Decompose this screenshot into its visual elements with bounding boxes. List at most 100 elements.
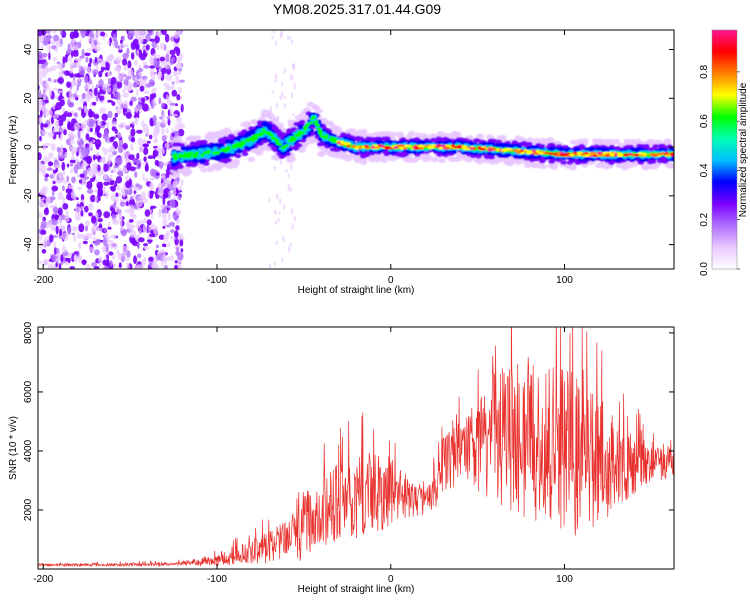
noise-blob [109,53,114,62]
noise-blob [49,174,54,179]
noise-blob [133,255,137,264]
noise-blob [115,106,123,114]
noise-blob [288,36,292,40]
noise-blob [59,133,64,141]
noise-blob [90,194,96,203]
noise-blob [147,190,150,199]
noise-blob [120,229,128,235]
noise-blob [104,129,108,136]
noise-blob [81,48,85,58]
ridge-cell [560,160,567,165]
ridge-cell [355,136,363,142]
noise-blob [124,256,130,261]
noise-blob [274,209,277,216]
noise-blob [93,266,100,269]
noise-blob [55,254,60,262]
noise-blob [54,178,59,184]
noise-blob [107,110,113,119]
noise-blob [146,219,152,226]
noise-blob [65,193,72,201]
noise-blob [85,146,90,155]
noise-blob [159,149,165,155]
ridge-cell [601,147,608,151]
noise-blob [84,220,91,227]
ridge-cell [359,129,368,135]
ridge-cell [403,157,411,163]
noise-blob [125,125,131,130]
ridge-cell [314,108,323,114]
noise-blob [137,242,140,250]
noise-blob [76,107,82,111]
noise-blob [282,204,286,211]
noise-blob [287,183,290,192]
ridge-cell [646,138,655,145]
ridge-cell [294,115,303,121]
noise-blob [74,212,82,222]
noise-blob [65,138,72,145]
ridge-cell [323,140,330,145]
noise-blob [159,56,166,62]
noise-blob [137,72,143,76]
noise-blob [99,107,106,114]
noise-blob [69,139,75,144]
noise-blob [96,181,103,190]
noise-blob [52,157,60,161]
noise-blob [154,124,160,133]
noise-blob [74,58,80,62]
noise-blob [138,68,144,72]
noise-blob [59,94,63,99]
ridge-cell [359,159,368,165]
noise-blob [40,122,44,131]
noise-blob [176,116,182,124]
noise-blob [38,76,43,85]
noise-blob [158,97,162,105]
noise-blob [161,135,167,142]
noise-blob [174,230,179,238]
noise-blob [135,183,140,187]
noise-blob [71,176,76,184]
noise-blob [101,245,107,253]
noise-blob [44,142,51,147]
noise-blob [46,30,51,35]
noise-blob [165,128,169,134]
ridge-cell [180,146,187,151]
ridge-cell [212,147,217,151]
noise-blob [148,190,154,199]
noise-blob [275,102,278,110]
noise-blob [102,156,106,161]
noise-blob [166,116,171,120]
ridge-cell [241,151,249,157]
noise-blob [86,48,94,52]
noise-blob [179,79,185,83]
noise-blob [101,113,108,121]
ridge-cell [206,154,212,158]
noise-blob [290,163,293,171]
noise-blob [125,175,130,182]
noise-blob [122,43,129,48]
noise-blob [54,214,59,221]
noise-blob [136,220,141,229]
ridge-cell [608,160,615,166]
noise-blob [279,198,282,205]
noise-blob [110,180,114,186]
noise-blob [152,115,157,123]
noise-blob [107,156,112,164]
noise-blob [151,262,157,269]
noise-blob [291,222,294,230]
noise-blob [272,30,276,34]
noise-blob [80,147,88,156]
noise-blob [64,54,68,63]
noise-blob [121,152,128,160]
noise-blob [160,204,166,208]
noise-blob [105,61,108,68]
ridge-cell [430,157,439,163]
noise-blob [96,130,100,137]
noise-blob [149,38,156,42]
noise-blob [73,253,78,263]
noise-blob [85,133,90,141]
noise-blob [166,94,170,103]
noise-blob [153,60,160,69]
noise-blob [69,73,74,78]
noise-blob [177,128,185,137]
